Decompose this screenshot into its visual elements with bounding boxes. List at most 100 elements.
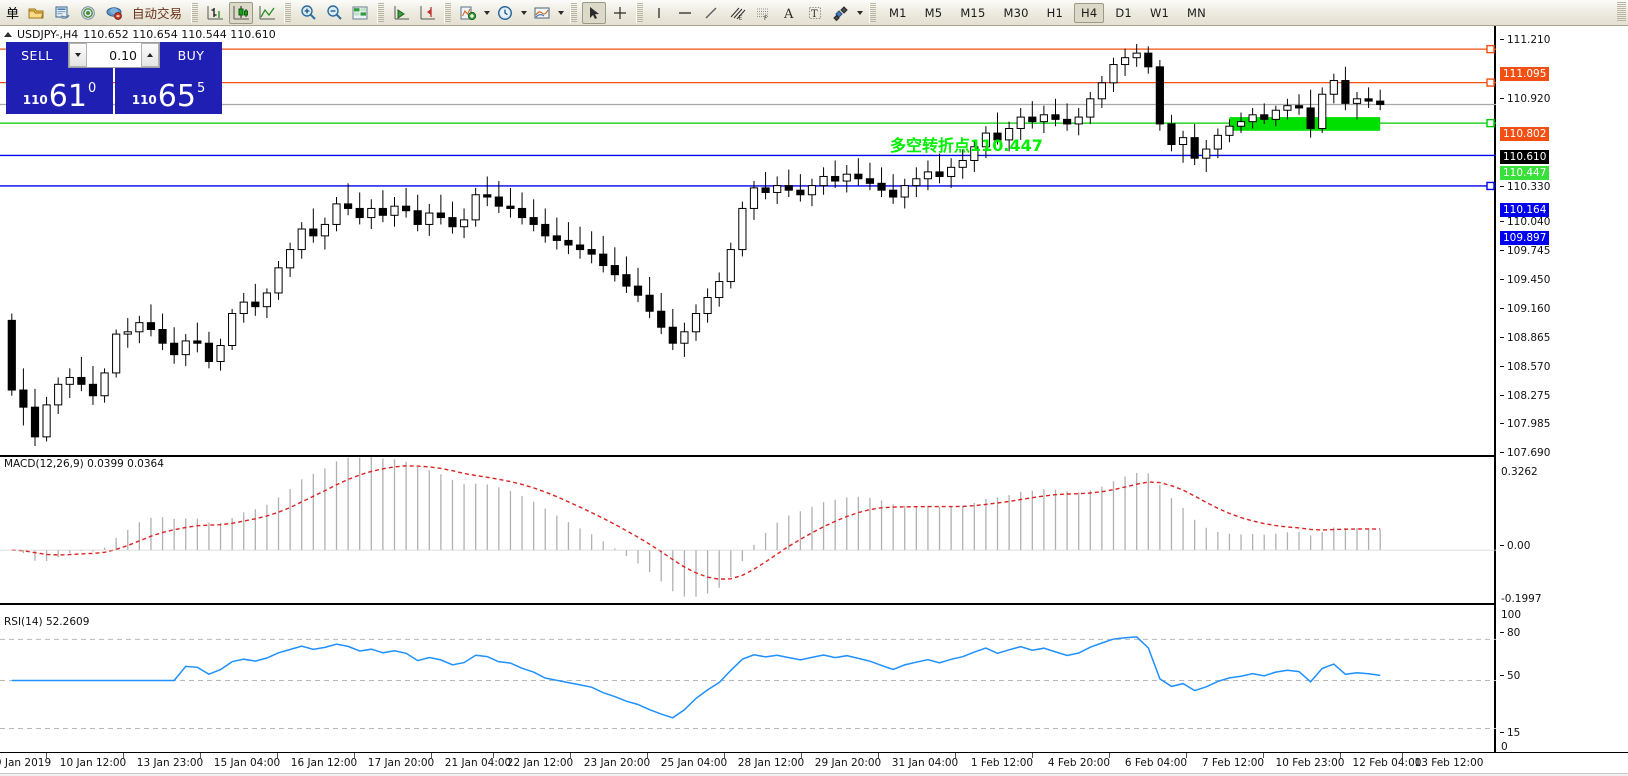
chart-shift-icon[interactable] <box>415 2 439 24</box>
one-click-trading-panel[interactable]: SELL 0.10 BUY 110 61 0 110 65 5 <box>6 42 222 114</box>
price-scale-label: 108.275 <box>1500 390 1550 402</box>
chart-annotation-text[interactable]: 多空转折点110.447 <box>890 136 1043 155</box>
indicators-dropdown-arrow[interactable] <box>481 2 492 24</box>
auto-scroll-icon[interactable] <box>389 2 413 24</box>
trendline-icon[interactable] <box>699 2 723 24</box>
svg-text:T: T <box>811 9 818 20</box>
volume-decrease-icon[interactable] <box>69 43 87 67</box>
candlestick <box>935 153 944 184</box>
horizontal-line-icon[interactable] <box>673 2 697 24</box>
zoom-in-icon[interactable] <box>296 2 320 24</box>
volume-input[interactable]: 0.10 <box>87 43 141 67</box>
new-order-icon[interactable]: 单 <box>6 6 20 21</box>
bar-chart-icon[interactable] <box>203 2 227 24</box>
window-bottom-edge <box>0 773 1628 776</box>
timeframe-h4[interactable]: H4 <box>1074 2 1105 23</box>
signals-icon[interactable] <box>76 2 100 24</box>
candlestick <box>506 187 515 218</box>
candlestick <box>344 183 353 216</box>
timeframe-mn[interactable]: MN <box>1187 5 1206 20</box>
price-line-handle[interactable] <box>1486 78 1495 87</box>
price-scale-value: 110.040 <box>1507 216 1551 228</box>
price-line-handle[interactable] <box>1486 44 1495 54</box>
timeframe-w1[interactable]: W1 <box>1149 5 1170 20</box>
fibonacci-icon[interactable]: F <box>751 2 775 24</box>
candlestick <box>1294 94 1304 115</box>
candlestick <box>1097 75 1106 108</box>
price-level-badge[interactable]: 110.164 <box>1500 203 1550 217</box>
time-tick-mark <box>123 753 124 758</box>
candlestick <box>807 178 817 207</box>
terminal-icon[interactable] <box>50 2 74 24</box>
timeframe-m5[interactable]: M5 <box>924 5 943 20</box>
time-scale-label: 6 Feb 04:00 <box>1124 757 1188 769</box>
line-chart-icon[interactable] <box>255 2 279 24</box>
price-scale[interactable]: 111.210 111.095 110.920 110.802 110.610 110.4… <box>1496 26 1628 753</box>
collapse-triangle-icon[interactable] <box>4 32 12 37</box>
zoom-out-icon[interactable] <box>322 2 346 24</box>
templates-dropdown-arrow[interactable] <box>555 2 566 24</box>
candlestick <box>958 149 967 179</box>
shapes-dropdown-arrow[interactable] <box>854 2 865 24</box>
timeframe-m15[interactable]: M15 <box>960 5 986 20</box>
time-scale-label: 25 Jan 04:00 <box>660 757 728 769</box>
time-scale-label: 23 Jan 20:00 <box>583 757 651 769</box>
data-window-icon[interactable] <box>348 2 372 24</box>
candlestick <box>1178 130 1188 163</box>
buy-price-display[interactable]: 110 65 5 <box>115 68 222 114</box>
price-plot[interactable] <box>0 26 1496 752</box>
vertical-line-icon[interactable] <box>647 2 671 24</box>
timeframe-d1[interactable]: D1 <box>1115 5 1132 20</box>
sell-button[interactable]: SELL <box>6 42 68 68</box>
price-scale-label: 0.3262 <box>1501 466 1538 478</box>
equidistant-channel-icon[interactable]: E <box>725 2 749 24</box>
text-icon[interactable]: A <box>777 2 801 24</box>
scale-tick-mark <box>1500 279 1504 280</box>
indicators-icon[interactable] <box>456 2 480 24</box>
price-level-badge[interactable]: 109.897 <box>1500 231 1550 245</box>
candlestick <box>1120 48 1130 76</box>
time-scale-label: 7 Feb 12:00 <box>1201 757 1265 769</box>
sell-price-display[interactable]: 110 61 0 <box>6 68 113 114</box>
time-scale[interactable]: 9 Jan 2019 10 Jan 12:00 13 Jan 23:00 15 Jan… <box>0 752 1628 776</box>
volume-stepper[interactable]: 0.10 <box>68 42 160 68</box>
chart-area[interactable]: USDJPY-,H4 110.652 110.654 110.544 110.6… <box>0 26 1628 753</box>
price-level-badge[interactable]: 110.610 <box>1500 150 1550 164</box>
cursor-icon[interactable] <box>582 1 607 24</box>
text-label-icon[interactable]: T <box>803 2 827 24</box>
candlestick-chart-icon[interactable] <box>229 1 254 24</box>
price-level-badge[interactable]: 111.095 <box>1500 67 1550 81</box>
timeframe-m30[interactable]: M30 <box>1003 5 1029 20</box>
autotrading-label[interactable]: 自动交易 <box>132 6 183 21</box>
shapes-icon[interactable] <box>829 2 853 24</box>
price-level-badge[interactable]: 110.447 <box>1500 166 1550 180</box>
price-level-badge[interactable]: 110.802 <box>1500 127 1550 141</box>
candlestick <box>1074 107 1083 136</box>
price-scale-label: 111.210 <box>1500 34 1550 46</box>
price-scale-value: 110.610 <box>1503 151 1547 163</box>
chart-rectangle-object[interactable] <box>1229 117 1381 131</box>
price-scale-label: 109.745 <box>1500 245 1550 257</box>
templates-icon[interactable] <box>530 2 554 24</box>
ohlc-label: 110.652 110.654 110.544 110.610 <box>83 28 276 41</box>
candlestick <box>633 267 643 303</box>
periods-dropdown-arrow[interactable] <box>518 2 529 24</box>
toolbar-grip[interactable] <box>1617 2 1626 22</box>
price-line-handle[interactable] <box>1486 118 1495 128</box>
data-folder-icon[interactable] <box>24 2 48 24</box>
svg-text:E: E <box>739 14 743 21</box>
timeframe-m1[interactable]: M1 <box>889 5 907 20</box>
buy-button[interactable]: BUY <box>160 42 222 68</box>
timeframe-h1[interactable]: H1 <box>1046 5 1063 20</box>
candlestick <box>970 139 979 172</box>
price-scale-value: 110.447 <box>1503 167 1547 179</box>
price-line-handle[interactable] <box>1486 181 1495 191</box>
candlestick <box>7 313 16 396</box>
candlestick <box>297 222 306 259</box>
volume-increase-icon[interactable] <box>141 43 159 67</box>
autotrading-icon[interactable] <box>102 2 126 24</box>
time-scale-label: 4 Feb 20:00 <box>1047 757 1111 769</box>
time-scale-label: 22 Jan 12:00 <box>506 757 574 769</box>
periods-icon[interactable] <box>493 2 517 24</box>
crosshair-icon[interactable] <box>608 2 632 24</box>
